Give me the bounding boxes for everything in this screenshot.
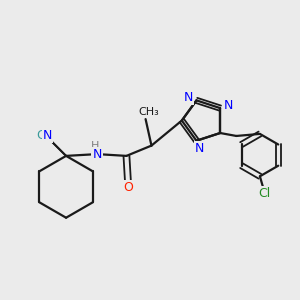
Text: CH₃: CH₃ [138, 107, 159, 117]
Text: N: N [92, 148, 102, 161]
Text: C: C [36, 129, 44, 142]
Text: N: N [195, 142, 204, 154]
Text: H: H [91, 141, 99, 151]
Text: Cl: Cl [258, 187, 270, 200]
Text: O: O [123, 181, 133, 194]
Text: N: N [184, 91, 193, 104]
Text: N: N [224, 99, 233, 112]
Text: N: N [43, 129, 52, 142]
